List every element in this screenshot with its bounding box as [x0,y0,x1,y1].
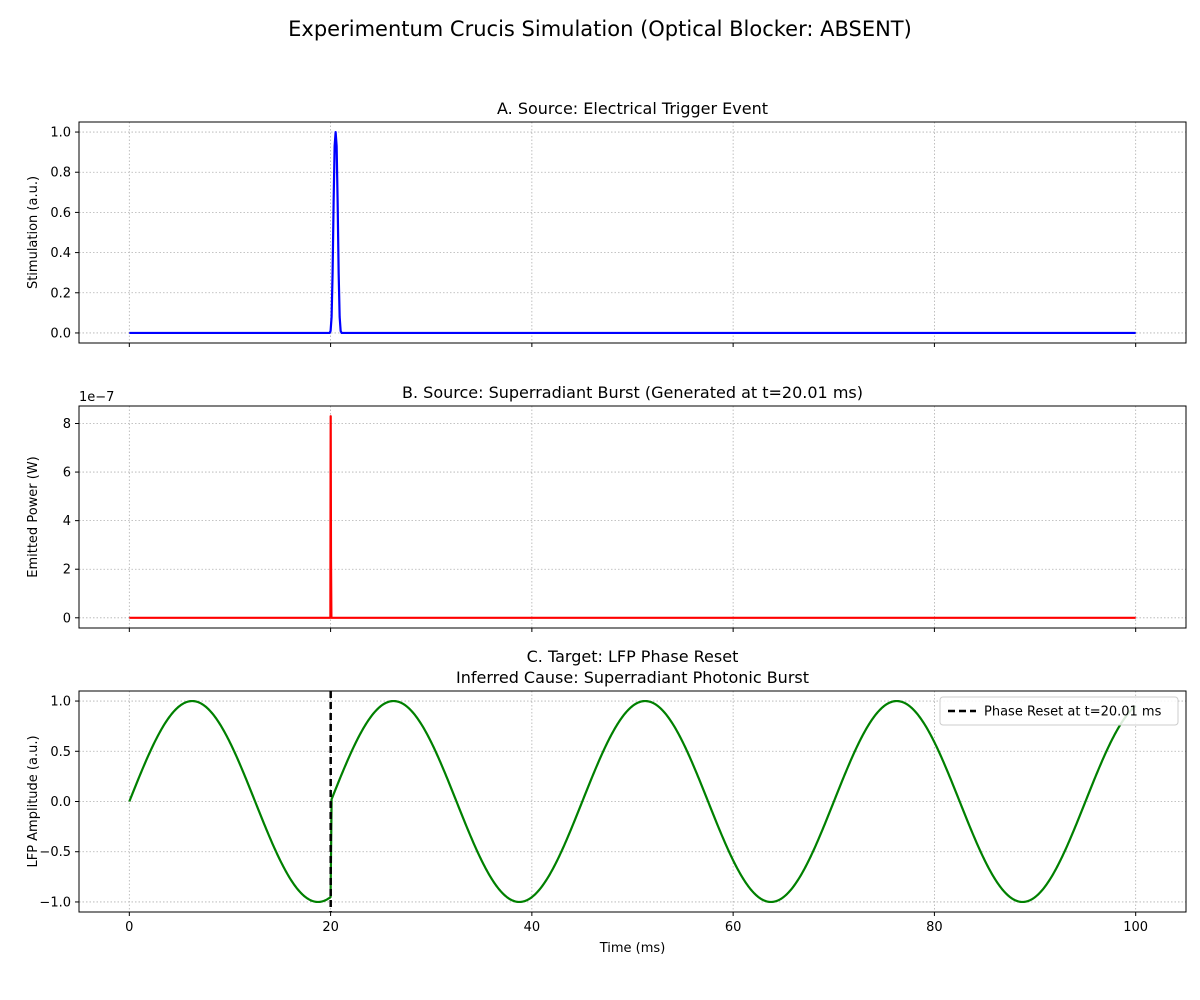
legend-label: Phase Reset at t=20.01 ms [984,705,1162,720]
y-tick-label: 0.0 [50,795,71,810]
y-tick-label: 6 [63,466,71,481]
y-offset-label: 1e−7 [79,390,114,405]
legend: Phase Reset at t=20.01 ms [939,696,1179,726]
panel-c: 0 20 40 60 80 100 −1.0 −0.5 0.0 0.5 1.0 C. Target: … [26,647,1187,956]
y-tick-label: 0.6 [50,206,71,221]
plot-area [128,691,1137,912]
panel-a: 0.0 0.2 0.4 0.6 0.8 1.0 A. Source: Electrical … [26,99,1187,347]
y-axis-label: Emitted Power (W) [26,456,41,578]
panel-title: C. Target: LFP Phase Reset [527,647,739,666]
y-axis-label: LFP Amplitude (a.u.) [26,735,41,867]
y-tick-label: 1.0 [50,126,71,141]
axes-frame [78,121,1187,344]
panel-title: A. Source: Electrical Trigger Event [497,99,768,118]
figure-suptitle: Experimentum Crucis Simulation (Optical … [288,17,912,41]
y-tick-label: 2 [63,563,71,578]
y-tick-label: 1.0 [50,695,71,710]
legend-box [939,696,1179,726]
y-tick-label: −0.5 [39,845,71,860]
panel-title: Inferred Cause: Superradiant Photonic Bu… [456,668,809,687]
panel-title: B. Source: Superradiant Burst (Generated… [402,383,863,402]
y-axis-label: Stimulation (a.u.) [26,176,41,289]
y-tick-label: 0.2 [50,286,71,301]
y-tick-label: −1.0 [39,895,71,910]
x-tick-label: 20 [322,920,339,935]
series-line [129,415,1136,619]
y-tick-label: 8 [63,417,71,432]
x-axis-label: Time (ms) [599,941,666,956]
series-line [128,699,1137,904]
y-tick-label: 0.8 [50,166,71,181]
y-tick-label: 0 [63,611,71,626]
series-line [129,130,1136,335]
y-tick-label: 0.5 [50,745,71,760]
y-tick-label: 0.0 [50,326,71,341]
x-tick-label: 0 [125,920,133,935]
y-tick-label: 0.4 [50,246,71,261]
plot-area [129,415,1136,619]
x-tick-label: 60 [725,920,742,935]
x-tick-label: 80 [926,920,943,935]
panels: 0.0 0.2 0.4 0.6 0.8 1.0 A. Source: Electrical … [26,99,1187,956]
plot-area [129,130,1136,335]
x-tick-label: 40 [524,920,541,935]
panel-b: 0 2 4 6 8 1e−7 B. Source: Superradiant Burst (… [26,383,1187,632]
y-tick-label: 4 [63,514,71,529]
axes-frame [78,405,1187,629]
x-tick-label: 100 [1123,920,1148,935]
